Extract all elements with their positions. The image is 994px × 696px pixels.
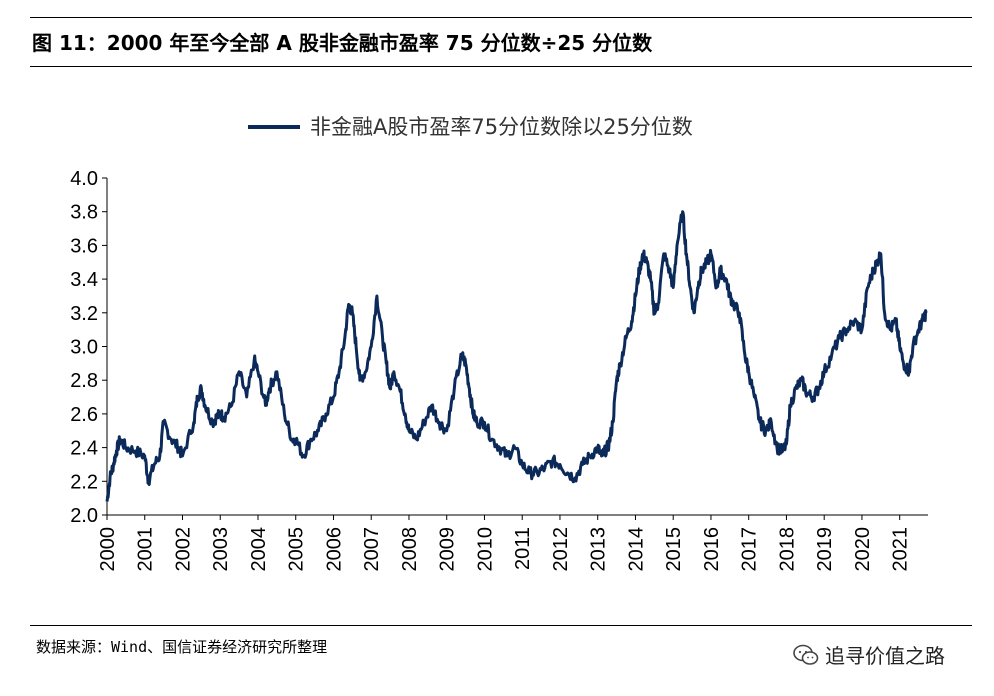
- series-line-0: [105, 210, 928, 502]
- x-tick-label: 2000: [97, 527, 119, 572]
- x-tick-label: 2004: [248, 527, 270, 572]
- y-tick-label: 3.4: [70, 269, 98, 291]
- y-tick-label: 2.6: [70, 404, 98, 426]
- x-tick-label: 2018: [776, 527, 798, 572]
- x-tick-label: 2008: [399, 527, 421, 572]
- x-tick-label: 2005: [286, 527, 308, 572]
- x-tick-label: 2007: [361, 527, 383, 572]
- y-tick-label: 3.0: [70, 337, 98, 359]
- x-tick-label: 2009: [437, 527, 459, 572]
- y-tick-label: 4.0: [70, 168, 98, 190]
- x-tick-label: 2017: [739, 527, 761, 572]
- watermark: 追寻价值之路: [793, 640, 945, 669]
- watermark-text: 追寻价值之路: [825, 644, 945, 668]
- x-tick-label: 2014: [625, 527, 647, 572]
- x-tick-label: 2021: [890, 527, 912, 572]
- x-tick-label: 2003: [210, 527, 232, 572]
- x-tick-label: 2013: [588, 527, 610, 572]
- legend-label: 非金融A股市盈率75分位数除以25分位数: [310, 115, 693, 139]
- x-tick-label: 2015: [663, 527, 685, 572]
- line-chart: 非金融A股市盈率75分位数除以25分位数 2.0 2.2 2.4 2.6 2.8 3.0 3…: [70, 115, 928, 572]
- wechat-icon: [793, 644, 819, 665]
- source-note: 数据来源：Wind、国信证券经济研究所整理: [36, 638, 328, 656]
- x-tick-label: 2016: [701, 527, 723, 572]
- x-tick-label: 2011: [512, 527, 534, 570]
- x-tick-label: 2012: [550, 527, 572, 572]
- y-tick-label: 2.8: [70, 370, 98, 392]
- x-tick-label: 2002: [172, 527, 194, 572]
- figure-title: 图 11：2000 年至今全部 A 股非金融市盈率 75 分位数÷25 分位数: [32, 31, 653, 55]
- x-tick-label: 2019: [814, 527, 836, 572]
- chart-axes: 2.0 2.2 2.4 2.6 2.8 3.0 3.2 3.4 3.6 3.8 4.0 2000 200…: [70, 168, 928, 572]
- x-tick-label: 2020: [852, 527, 874, 572]
- y-tick-label: 3.8: [70, 202, 98, 224]
- title-underline: [30, 66, 972, 67]
- bottom-rule: [30, 625, 972, 626]
- y-tick-label: 2.0: [70, 505, 98, 527]
- y-tick-label: 2.2: [70, 471, 98, 493]
- plot-area: [105, 210, 928, 502]
- x-tick-label: 2006: [323, 527, 345, 572]
- y-tick-label: 3.6: [70, 235, 98, 257]
- x-tick-label: 2001: [135, 527, 157, 572]
- y-tick-label: 3.2: [70, 303, 98, 325]
- x-tick-label: 2010: [474, 527, 496, 572]
- top-rule: [30, 17, 972, 18]
- y-tick-label: 2.4: [70, 438, 98, 460]
- chart-legend: 非金融A股市盈率75分位数除以25分位数: [248, 115, 693, 139]
